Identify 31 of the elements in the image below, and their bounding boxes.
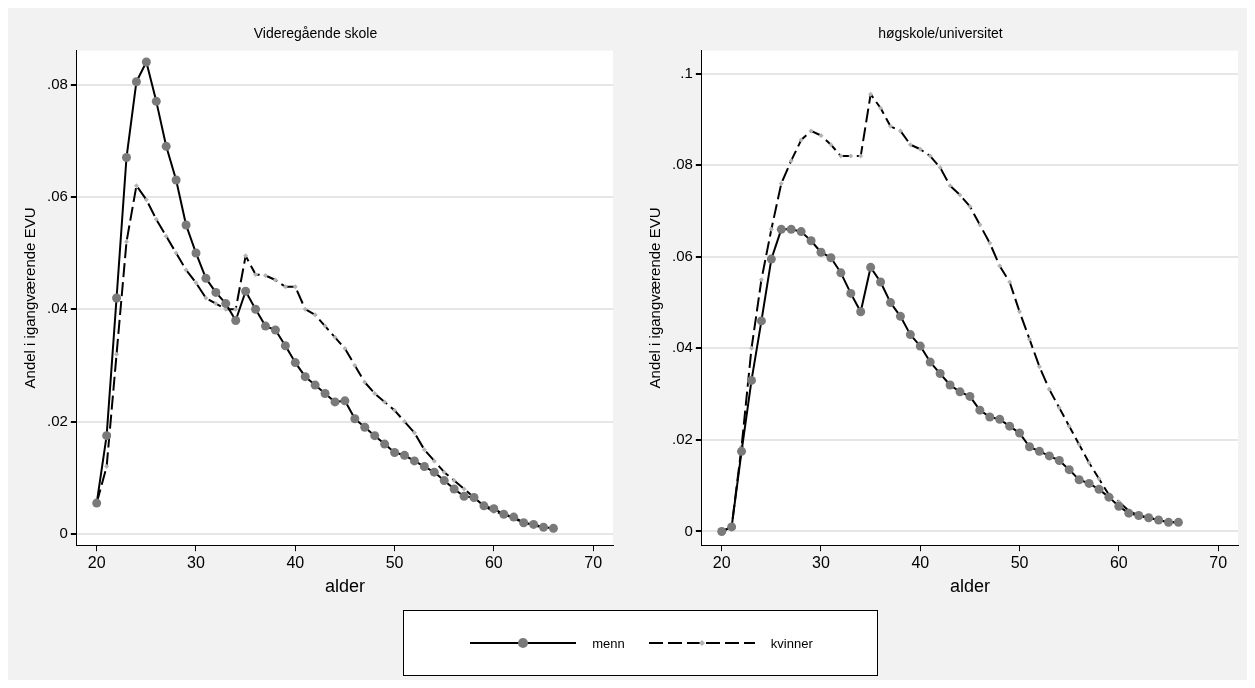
x-tick-label: 40 bbox=[286, 554, 305, 572]
y-tick-label: .02 bbox=[671, 430, 693, 448]
x-tick-label: 40 bbox=[911, 554, 930, 572]
y-axis-title: Andel i igangværende EVU bbox=[646, 207, 664, 389]
x-tick-label: 60 bbox=[1109, 554, 1128, 572]
y-tick-label: 0 bbox=[684, 521, 693, 539]
y-tick-label: .04 bbox=[671, 338, 693, 356]
y-tick-label: 0 bbox=[59, 524, 68, 542]
x-tick-label: 60 bbox=[484, 554, 503, 572]
text: menn bbox=[592, 635, 625, 651]
text: kvinner bbox=[770, 635, 813, 651]
x-axis-title: alder bbox=[949, 576, 990, 597]
chart-title: Videregående skole bbox=[253, 25, 378, 42]
chart-title: høgskole/universitet bbox=[878, 25, 1003, 42]
x-tick-label: 30 bbox=[187, 554, 205, 572]
x-tick-label: 20 bbox=[87, 554, 106, 572]
x-tick-label: 20 bbox=[712, 554, 731, 572]
y-tick-label: .06 bbox=[671, 246, 693, 264]
y-tick-label: .08 bbox=[46, 74, 68, 92]
y-tick-label: .1 bbox=[680, 63, 693, 81]
y-tick-label: .08 bbox=[671, 155, 693, 173]
y-tick-label: .04 bbox=[46, 299, 68, 317]
x-tick-label: 50 bbox=[385, 554, 404, 572]
y-tick-label: .02 bbox=[46, 411, 68, 429]
y-axis-title: Andel i igangværende EVU bbox=[21, 207, 39, 389]
x-tick-label: 70 bbox=[584, 554, 603, 572]
x-axis-title: alder bbox=[324, 576, 365, 597]
y-tick-label: .06 bbox=[46, 187, 68, 205]
x-tick-label: 30 bbox=[812, 554, 830, 572]
x-tick-label: 50 bbox=[1010, 554, 1029, 572]
x-tick-label: 70 bbox=[1209, 554, 1228, 572]
